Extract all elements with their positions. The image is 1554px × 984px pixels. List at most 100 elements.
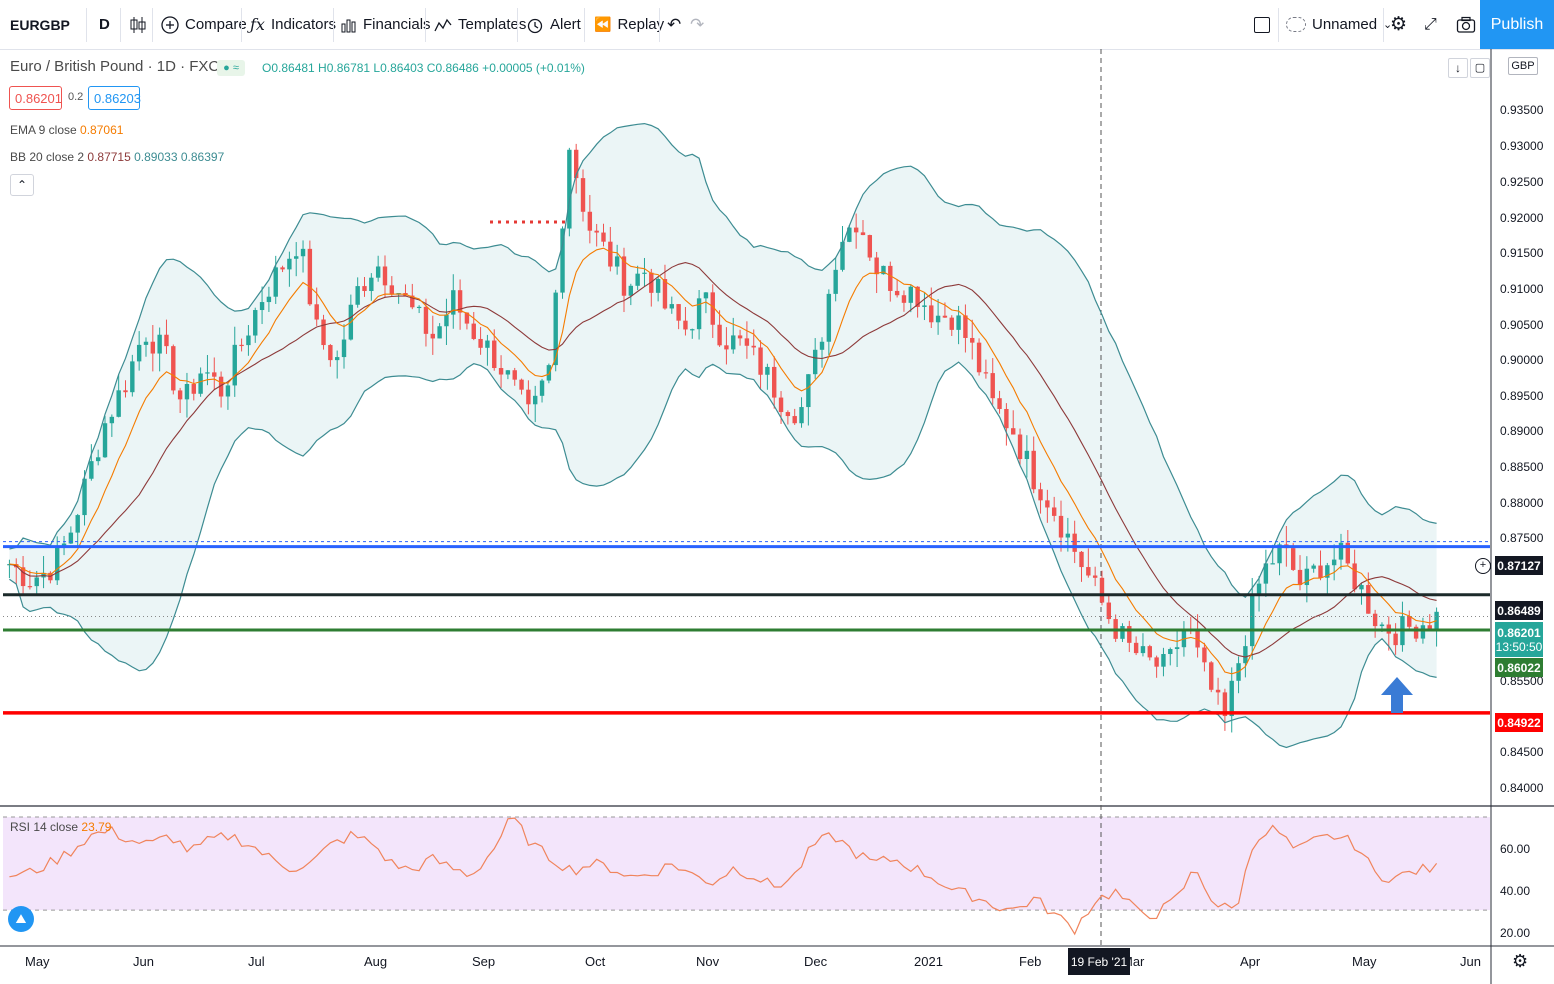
y-tick-label: 0.91000 [1500,282,1544,296]
redo-button[interactable]: ↷ [690,0,704,49]
candle-body [1393,633,1398,646]
tradingview-logo-icon[interactable]: ⛰ [8,906,34,932]
symbol-title: Euro / British Pound · 1D · FXCM [10,58,232,75]
candle-body [690,329,695,331]
candle-body [1345,542,1351,564]
rsi-band [3,816,1490,911]
templates-button[interactable]: Templates [434,0,526,49]
candle-body [765,366,770,375]
y-tick-label: 0.90000 [1500,353,1544,367]
candle-body [1290,548,1296,570]
candle-body [1092,575,1098,578]
collapse-legend-button[interactable]: ⌃ [10,174,34,196]
currency-badge[interactable]: GBP [1508,57,1538,75]
candle-body [150,341,156,354]
candle-body [867,235,873,258]
candle-body [1065,533,1071,538]
up-arrow-annotation [1381,677,1413,713]
alert-label: Alert [550,16,581,33]
candle-body [997,398,1002,409]
rsi-tick-label: 20.00 [1500,926,1531,940]
candle-body [143,341,149,345]
candle-body [1420,625,1426,639]
candle-body [601,232,606,242]
candle-body [191,384,196,394]
candle-body [464,312,470,324]
candle-body [328,345,333,361]
bar-countdown: 13:50:50 [1495,639,1543,654]
x-tick-label: May [25,954,50,969]
candle-body [860,232,866,236]
download-button[interactable]: ↓ [1448,58,1468,78]
black-level-tag: 0.86489 [1495,601,1543,620]
candle-body [471,323,476,339]
candle-body [833,269,838,294]
candle-body [662,279,668,309]
financials-button[interactable]: Financials [341,0,431,49]
candle-body [1209,662,1214,690]
snapshot-button[interactable] [1456,0,1476,49]
ema-legend[interactable]: EMA 9 close 0.87061 [10,123,123,137]
symbol-title-text: Euro / British Pound · 1D · FXCM [10,58,232,75]
candle-body [1229,680,1234,717]
interval-label: D [99,16,110,33]
candle-body [259,302,265,311]
x-tick-label: Jul [248,954,265,969]
market-open-icon: ● ≈ [217,60,245,76]
divider [120,8,121,42]
replay-button[interactable]: ⏪ Replay [594,0,664,49]
add-alert-button[interactable]: + [1475,558,1491,574]
bb-legend[interactable]: BB 20 close 2 0.87715 0.89033 0.86397 [10,150,224,164]
candle-body [1140,646,1146,654]
candle-body [976,342,982,373]
fullscreen-button[interactable]: ⤢ [1424,0,1437,49]
x-tick-label: Nov [696,954,720,969]
candle-body [655,279,661,293]
maximize-button[interactable]: ▢ [1470,58,1490,78]
symbol-label: EURGBP [10,16,70,33]
candle-body [355,286,360,305]
candle-body [1058,515,1064,538]
price-chart[interactable] [0,49,1554,984]
symbol-search[interactable]: EURGBP [10,0,70,49]
settings-button[interactable]: ⚙ [1390,0,1407,49]
buy-button[interactable]: 0.86203 [88,86,141,110]
candle-body [1270,563,1275,565]
sell-button[interactable]: 0.86201 [9,86,62,110]
candle-body [614,256,620,267]
divider [1278,8,1279,42]
scale-settings-button[interactable]: ⚙ [1512,951,1528,972]
candle-body [669,304,674,309]
chart-type-button[interactable] [129,0,147,49]
candle-body [430,333,435,339]
publish-button[interactable]: Publish [1480,0,1554,49]
indicators-label: Indicators [270,16,336,33]
undo-button[interactable]: ↶ [667,0,681,49]
interval-button[interactable]: D [99,0,110,49]
candle-body [519,379,524,390]
candle-body [369,277,374,292]
candle-body [1318,565,1323,578]
candle-body [778,397,784,413]
candle-body [772,366,777,398]
chevron-up-icon: ⌃ [16,178,28,192]
x-tick-label: Dec [804,954,828,969]
candle-body [27,586,33,588]
candle-body [990,373,995,399]
y-tick-label: 0.91500 [1500,246,1544,260]
rsi-line [9,817,1438,936]
x-tick-label: Feb [1019,954,1042,969]
spread-value: 0.2 [68,91,84,103]
candle-body [792,416,797,424]
candle-body [533,395,538,405]
select-checkbox[interactable] [1254,0,1270,49]
candle-body [341,339,347,358]
ema-label: EMA 9 close [10,123,77,137]
compare-button[interactable]: Compare [161,0,247,49]
rsi-legend[interactable]: RSI 14 close 23.79 [10,820,111,834]
candle-body [799,407,804,424]
indicators-button[interactable]: ƒx Indicators [250,0,336,49]
alert-button[interactable]: Alert [526,0,581,49]
chevron-down-icon: ⌄ [1383,19,1393,31]
layout-name-button[interactable]: Unnamed ⌄ [1286,0,1392,49]
